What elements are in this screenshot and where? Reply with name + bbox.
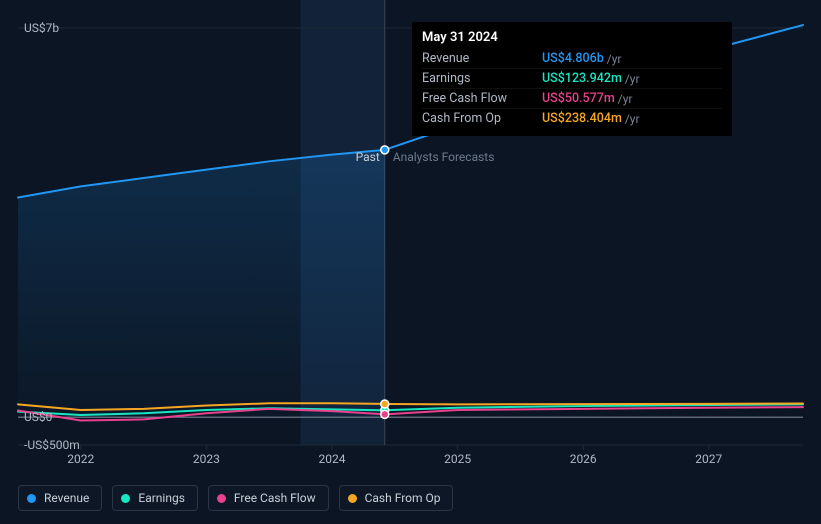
legend-dot-icon [121, 494, 130, 503]
y-tick-label: US$0 [24, 410, 52, 424]
divider-forecast-label: Analysts Forecasts [393, 150, 495, 164]
tooltip-row-label: Earnings [422, 70, 542, 88]
x-tick-label: 2023 [193, 452, 220, 466]
chart-tooltip: May 31 2024 RevenueUS$4.806b/yrEarningsU… [412, 22, 732, 136]
x-tick-label: 2024 [319, 452, 346, 466]
tooltip-row-unit: /yr [625, 110, 640, 128]
x-tick-label: 2025 [444, 452, 471, 466]
tooltip-row: Free Cash FlowUS$50.577m/yr [422, 88, 722, 108]
tooltip-title: May 31 2024 [422, 30, 722, 45]
y-tick-label: US$7b [24, 21, 59, 35]
tooltip-row-label: Free Cash Flow [422, 90, 542, 108]
legend-dot-icon [348, 494, 357, 503]
legend-item-earnings[interactable]: Earnings [112, 485, 198, 511]
legend-dot-icon [27, 494, 36, 503]
tooltip-row: RevenueUS$4.806b/yr [422, 49, 722, 68]
legend-item-label: Revenue [44, 491, 89, 505]
legend-item-revenue[interactable]: Revenue [18, 485, 102, 511]
x-tick-label: 2022 [67, 452, 94, 466]
tooltip-row: EarningsUS$123.942m/yr [422, 68, 722, 88]
tooltip-row-label: Revenue [422, 50, 542, 68]
divider-past-label: Past [330, 150, 380, 164]
tooltip-row-unit: /yr [607, 50, 622, 68]
tooltip-row-unit: /yr [625, 70, 640, 88]
tooltip-row: Cash From OpUS$238.404m/yr [422, 108, 722, 128]
y-tick-label: -US$500m [24, 438, 80, 452]
financials-chart: US$7b US$0 -US$500m 2022 2023 2024 2025 … [0, 0, 821, 524]
tooltip-row-value: US$50.577m [542, 90, 615, 108]
x-tick-label: 2026 [570, 452, 597, 466]
legend-item-fcf[interactable]: Free Cash Flow [208, 485, 329, 511]
chart-legend: Revenue Earnings Free Cash Flow Cash From O… [18, 485, 453, 511]
tooltip-row-value: US$4.806b [542, 50, 604, 68]
tooltip-row-unit: /yr [618, 90, 633, 108]
legend-dot-icon [217, 494, 226, 503]
tooltip-row-value: US$238.404m [542, 110, 622, 128]
legend-item-label: Earnings [138, 491, 185, 505]
legend-item-label: Cash From Op [365, 491, 441, 505]
legend-item-cfo[interactable]: Cash From Op [339, 485, 454, 511]
x-tick-label: 2027 [695, 452, 722, 466]
tooltip-row-value: US$123.942m [542, 70, 622, 88]
legend-item-label: Free Cash Flow [234, 491, 316, 505]
tooltip-row-label: Cash From Op [422, 110, 542, 128]
